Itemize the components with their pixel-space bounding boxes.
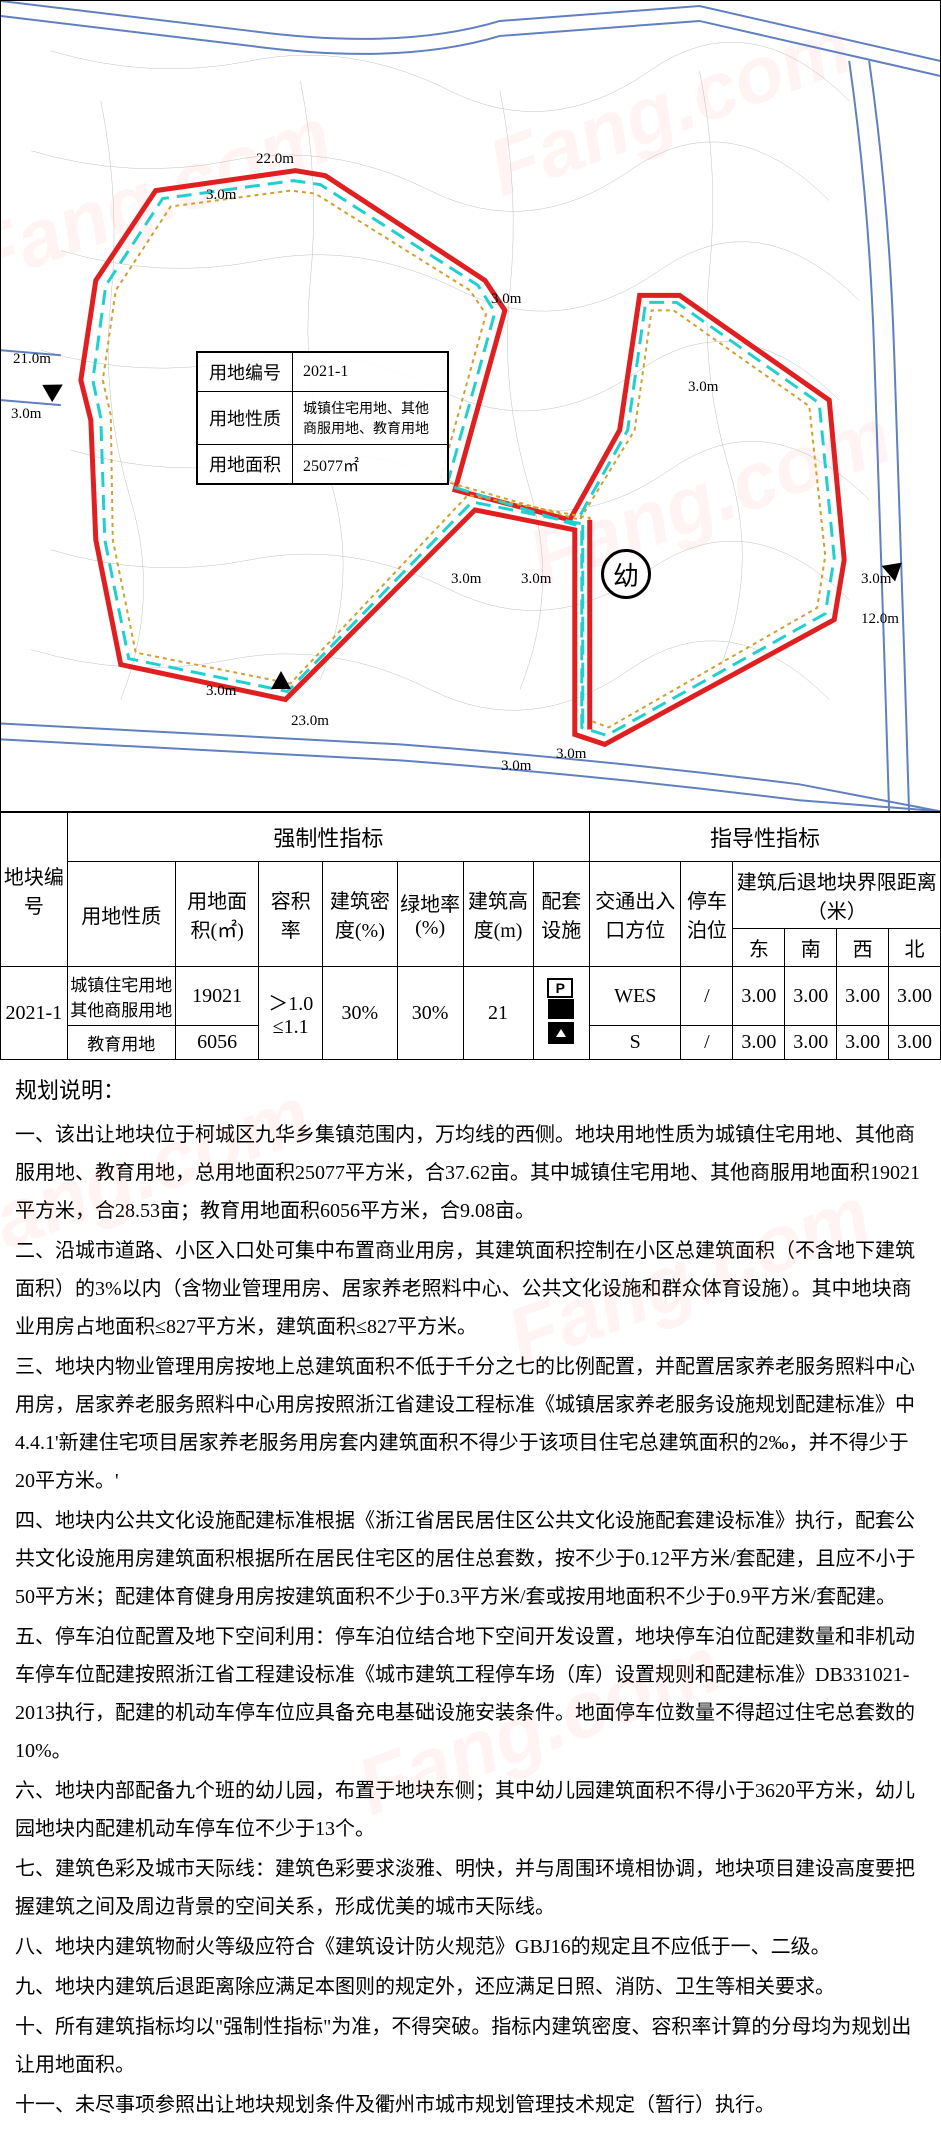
cell-far: ＞1.0 ≤1.1 (259, 967, 323, 1060)
cell-plot: 2021-1 (1, 967, 68, 1060)
hdr-mandatory: 强制性指标 (67, 813, 589, 862)
cell-nature1: 城镇住宅用地其他商服用地 (67, 967, 175, 1026)
col-area: 用地面积(㎡) (175, 862, 259, 967)
dim-label: 3.0m (501, 758, 531, 775)
dim-label: 3.0m (688, 379, 718, 396)
cell-s1: 3.00 (785, 967, 837, 1026)
note-p4: 四、地块内公共文化设施配建标准根据《浙江省居民居住区公共文化设施配套建设标准》执… (15, 1502, 926, 1616)
cell-parking1: / (681, 967, 733, 1026)
col-parking: 停车泊位 (681, 862, 733, 967)
dim-label: 3.0m (556, 746, 586, 763)
info-nature-label: 用地性质 (198, 392, 293, 445)
dim-label: 23.0m (291, 713, 329, 730)
dim-label: 21.0m (13, 351, 51, 368)
dim-label: 3.0m (206, 187, 236, 204)
dim-label: 22.0m (256, 151, 294, 168)
info-code-label: 用地编号 (198, 353, 293, 392)
cell-n1: 3.00 (889, 967, 941, 1026)
note-p6: 六、地块内部配备九个班的幼儿园，布置于地块东侧；其中幼儿园建筑面积不得小于362… (15, 1772, 926, 1848)
col-west: 西 (837, 929, 889, 967)
dim-label: 3.0m (11, 406, 41, 423)
cell-facility: P (533, 967, 589, 1060)
cell-traffic2: S (590, 1026, 681, 1060)
cell-area2: 6056 (175, 1026, 259, 1060)
note-p9: 九、地块内建筑后退距离除应满足本图则的规定外，还应满足日照、消防、卫生等相关要求… (15, 1968, 926, 2006)
planning-map: Fang.com Fang.com Fang.com (0, 0, 941, 812)
indicator-table: 地块编号 强制性指标 指导性指标 用地性质 用地面积(㎡) 容积率 建筑密度(%… (0, 812, 941, 1060)
info-nature-value: 城镇住宅用地、其他商服用地、教育用地 (293, 392, 448, 445)
col-setback: 建筑后退地块界限距离（米） (733, 862, 941, 929)
cell-area1: 19021 (175, 967, 259, 1026)
col-north: 北 (889, 929, 941, 967)
map-svg (1, 1, 940, 811)
dim-label: 3.0m (491, 291, 521, 308)
col-green: 绿地率(%) (397, 862, 463, 967)
dim-label: 3.0m (206, 683, 236, 700)
dim-label: 3.0m (451, 571, 481, 588)
note-p3: 三、地块内物业管理用房按地上总建筑面积不低于千分之七的比例配置，并配置居家养老服… (15, 1348, 926, 1500)
note-p8: 八、地块内建筑物耐火等级应符合《建筑设计防火规范》GBJ16的规定且不应低于一、… (15, 1928, 926, 1966)
cell-e1: 3.00 (733, 967, 785, 1026)
cell-green: 30% (397, 967, 463, 1060)
col-height: 建筑高度(m) (463, 862, 533, 967)
note-p11: 十一、未尽事项参照出让地块规划条件及衢州市城市规划管理技术规定（暂行）执行。 (15, 2086, 926, 2124)
col-east: 东 (733, 929, 785, 967)
note-p7: 七、建筑色彩及城市天际线：建筑色彩要求淡雅、明快，并与周围环境相协调，地块项目建… (15, 1850, 926, 1926)
note-p5: 五、停车泊位配置及地下空间利用：停车泊位结合地下空间开发设置，地块停车泊位配建数… (15, 1618, 926, 1770)
note-p2: 二、沿城市道路、小区入口处可集中布置商业用房，其建筑面积控制在小区总建筑面积（不… (15, 1232, 926, 1346)
cell-nature2: 教育用地 (67, 1026, 175, 1060)
cell-w1: 3.00 (837, 967, 889, 1026)
cell-parking2: / (681, 1026, 733, 1060)
info-area-value: 25077㎡ (293, 445, 448, 484)
col-far: 容积率 (259, 862, 323, 967)
house-icon (548, 1022, 574, 1044)
notes-title: 规划说明： (15, 1070, 926, 1112)
col-traffic: 交通出入口方位 (590, 862, 681, 967)
col-plot: 地块编号 (1, 813, 68, 967)
arrow-icon (271, 671, 291, 689)
hdr-guide: 指导性指标 (590, 813, 941, 862)
cell-n2: 3.00 (889, 1026, 941, 1060)
note-p10: 十、所有建筑指标均以"强制性指标"为准，不得突破。指标内建筑密度、容积率计算的分… (15, 2008, 926, 2084)
cell-s2: 3.00 (785, 1026, 837, 1060)
col-south: 南 (785, 929, 837, 967)
info-area-label: 用地面积 (198, 445, 293, 484)
kindergarten-marker: 幼 (601, 549, 651, 599)
dim-label: 12.0m (861, 611, 899, 628)
dim-label: 3.0m (521, 571, 551, 588)
facility-icon (548, 999, 574, 1019)
col-facility: 配套设施 (533, 862, 589, 967)
col-density: 建筑密度(%) (322, 862, 397, 967)
cell-density: 30% (322, 967, 397, 1060)
land-info-box: 用地编号 2021-1 用地性质 城镇住宅用地、其他商服用地、教育用地 用地面积… (196, 351, 449, 485)
parking-icon: P (547, 978, 573, 998)
cell-height: 21 (463, 967, 533, 1060)
cell-w2: 3.00 (837, 1026, 889, 1060)
info-code-value: 2021-1 (293, 353, 448, 392)
cell-e2: 3.00 (733, 1026, 785, 1060)
planning-notes: Fang.com Fang.com Fang.com 规划说明： 一、该出让地块… (0, 1060, 941, 2136)
note-p1: 一、该出让地块位于柯城区九华乡集镇范围内，万均线的西侧。地块用地性质为城镇住宅用… (15, 1116, 926, 1230)
col-nature: 用地性质 (67, 862, 175, 967)
cell-traffic1: WES (590, 967, 681, 1026)
